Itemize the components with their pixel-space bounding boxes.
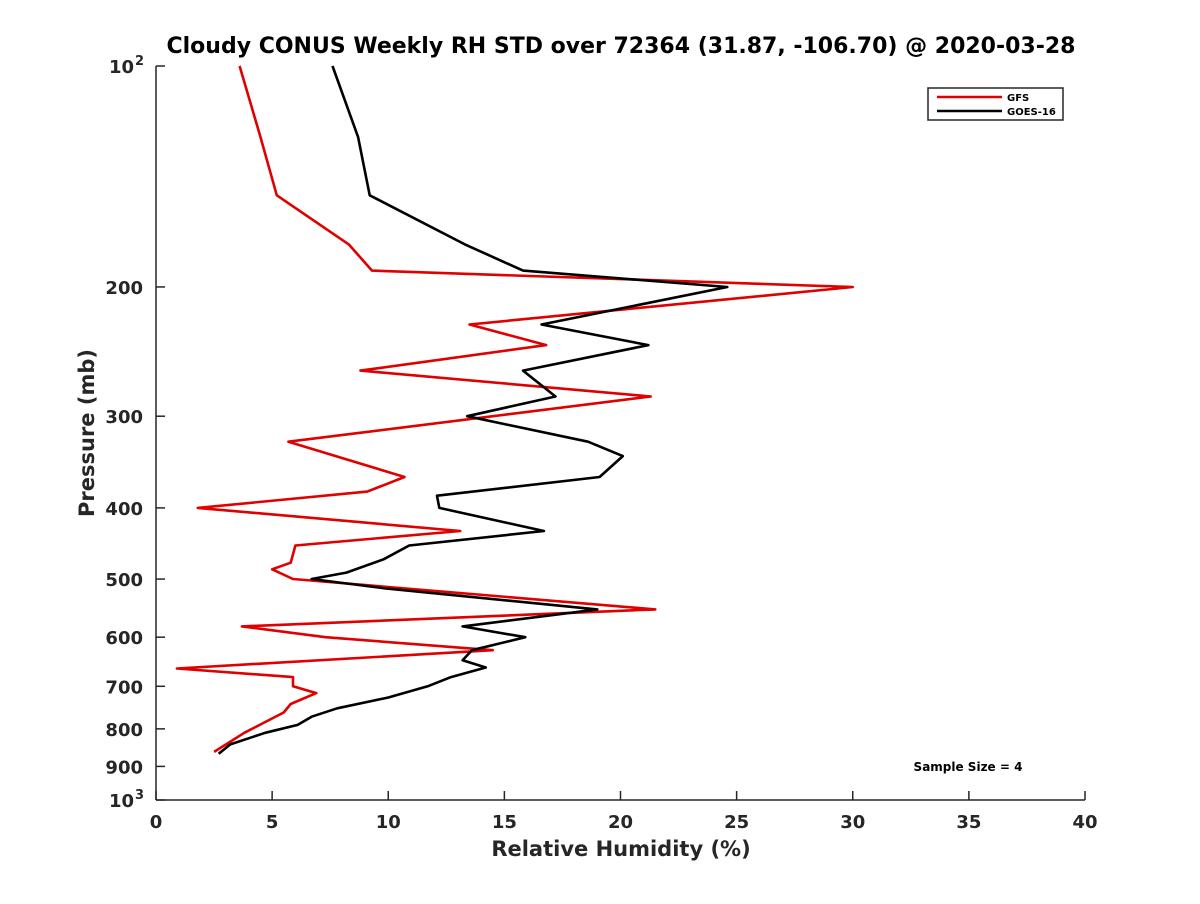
y-tick-label: 400 <box>105 499 143 520</box>
y-tick-label: 10 <box>109 57 134 78</box>
legend-label-gfs: GFS <box>1007 93 1029 104</box>
chart-title: Cloudy CONUS Weekly RH STD over 72364 (3… <box>167 34 1076 59</box>
series-line-goes-16 <box>217 65 729 755</box>
legend-box <box>927 87 1064 121</box>
y-tick-exponent: 3 <box>135 788 144 803</box>
x-tick-label: 10 <box>376 812 401 833</box>
sample-size-note: Sample Size = 4 <box>914 760 1023 774</box>
y-tick-label: 200 <box>105 278 143 299</box>
x-tick-label: 15 <box>492 812 517 833</box>
y-tick-exponent: 2 <box>135 54 144 69</box>
x-tick-label: 30 <box>840 812 865 833</box>
y-tick-label: 700 <box>105 677 143 698</box>
y-tick-label: 500 <box>105 570 143 591</box>
x-tick-label: 0 <box>150 812 163 833</box>
legend-label-goes-16: GOES-16 <box>1007 107 1056 118</box>
y-tick-label: 300 <box>105 407 143 428</box>
y-axis-label: Pressure (mb) <box>75 349 99 517</box>
y-tick-label: 600 <box>105 628 143 649</box>
x-tick-label: 5 <box>266 812 279 833</box>
series-line-gfs <box>175 65 855 753</box>
chart-legend: GFS GOES-16 <box>927 87 1064 121</box>
y-tick-label: 900 <box>105 757 143 778</box>
y-tick-label: 10 <box>109 791 134 812</box>
x-tick-label: 40 <box>1072 812 1097 833</box>
x-tick-label: 25 <box>724 812 749 833</box>
x-tick-label: 20 <box>608 812 633 833</box>
series-layer <box>175 65 855 755</box>
x-axis-label: Relative Humidity (%) <box>491 837 750 861</box>
x-tick-label: 35 <box>956 812 981 833</box>
y-tick-label: 800 <box>105 720 143 741</box>
